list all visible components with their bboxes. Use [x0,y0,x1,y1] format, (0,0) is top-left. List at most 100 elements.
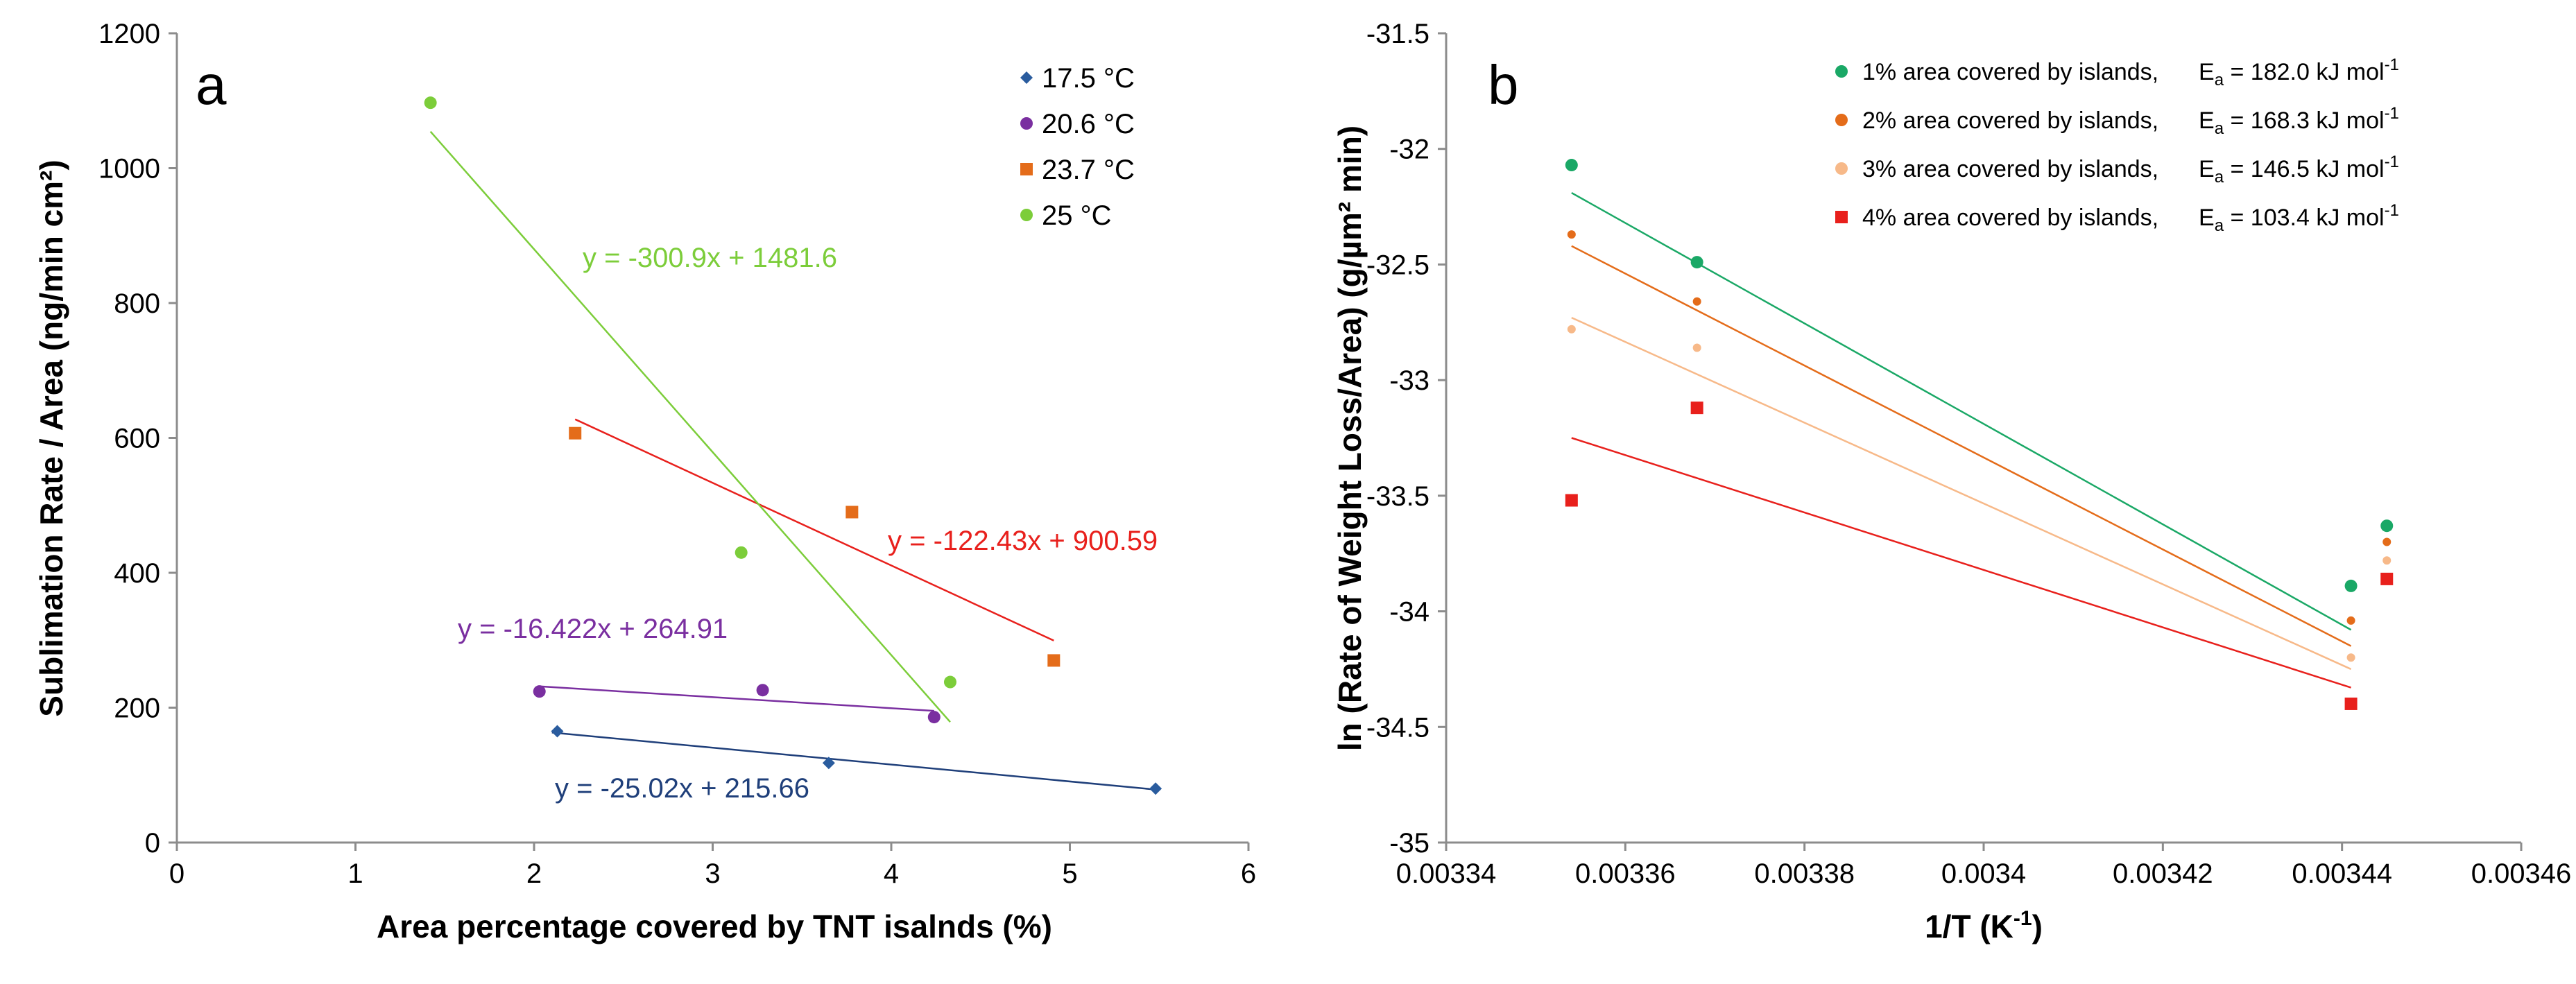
panel-b-point-1-1 [1692,297,1701,306]
panel-b-legend-ea-2: Ea = 146.5 kJ mol-1 [2199,153,2399,187]
panel-b-legend-marker-3 [1835,211,1848,223]
panel-a-y-tick-label: 800 [114,288,160,319]
panel-b-legend-ea-3: Ea = 103.4 kJ mol-1 [2199,201,2399,235]
panel-b-legend-label-1: 2% area covered by islands, [1862,107,2158,134]
panel-a-trendline-3 [429,130,951,723]
panel-a-x-tick-label: 4 [884,858,899,889]
panel-a-point-2-2 [1047,654,1061,667]
panel-b-point-2-2 [2382,556,2392,565]
panel-b-legend-ea-0: Ea = 182.0 kJ mol-1 [2199,55,2399,89]
panel-a-y-tick-label: 0 [145,828,160,858]
panel-b-legend-marker-2 [1835,162,1848,175]
panel-a-legend-marker-1 [1020,117,1033,130]
panel-b-x-tick-label: 0.00334 [1396,858,1497,889]
panel-a-point-1-1 [756,684,769,697]
panel-b-point-0-0 [1565,159,1578,172]
panel-b-y-tick-label: -32.5 [1366,250,1429,280]
panel-a-point-2-1 [845,506,859,519]
panel-b-y-title: ln (Rate of Weight Loss/Area) (g/µm² min… [1332,126,1368,751]
panel-b-trendline-0 [1571,191,2352,631]
panel-a-equation-1: y = -16.422x + 264.91 [458,614,728,644]
panel-b-legend: 1% area covered by islands, Ea = 182.0 kJ… [1835,55,2399,235]
panel-b-point-2-1 [1692,343,1701,352]
panel-b-point-3-3 [2344,697,2358,710]
panel-a-trendline-2 [574,418,1054,641]
panel-b-x-tick-label: 0.00346 [2471,858,2572,889]
panel-b-y-tick-label: -34.5 [1366,712,1429,743]
panel-a-point-2-0 [569,426,582,440]
panel-a-equation-0: y = -25.02x + 215.66 [555,773,809,804]
panel-b-trendline-2 [1571,316,2352,671]
panel-b-point-2-0 [1567,325,1576,334]
panel-b-legend-marker-1 [1835,114,1848,126]
panel-b-y-tick-label: -34 [1389,597,1429,628]
panel-b-x-tick-label: 0.0034 [1941,858,2026,889]
panel-b-point-3-0 [1565,494,1578,507]
panel-a-trendline-0 [551,732,1156,791]
panel-b-trendline-3 [1571,437,2351,689]
panel-b-legend-label-2: 3% area covered by islands, [1862,156,2158,182]
panel-a-x-tick-label: 2 [526,858,542,889]
panel-a-x-title: Area percentage covered by TNT isalnds (… [377,908,1052,944]
panel-a-point-0-1 [822,757,835,770]
panel-b-point-1-0 [1567,230,1576,239]
panel-a-legend-label-0: 17.5 °C [1042,63,1135,94]
panel-b-x-tick-label: 0.00338 [1754,858,1855,889]
panel-b-legend-label-3: 4% area covered by islands, [1862,205,2158,231]
panel-b-x-title: 1/T (K-1) [1925,907,2043,944]
panel-b-legend-marker-0 [1835,65,1848,78]
panel-a-legend-marker-3 [1020,209,1033,221]
panel-b-y-tick-label: -33 [1389,365,1429,396]
panel-a-y-tick-label: 1000 [98,154,160,184]
panel-a-point-3-2 [943,675,956,689]
panel-a-letter: a [196,54,227,116]
panel-b-point-1-2 [2382,537,2392,546]
panel-a-legend-label-1: 20.6 °C [1042,109,1135,139]
panel-a-x-tick-label: 3 [705,858,720,889]
panel-a-x-tick-label: 1 [347,858,363,889]
panel-b-point-0-3 [2344,579,2358,592]
panel-b-point-3-1 [1690,402,1703,415]
panel-a-y-tick-label: 200 [114,693,160,724]
panel-a-point-3-1 [735,546,748,559]
panel-a-x-tick-label: 6 [1241,858,1256,889]
panel-b-trendline-1 [1571,245,2352,647]
panel-b-y-tick-label: -35 [1389,828,1429,858]
panel-a-equation-3: y = -300.9x + 1481.6 [583,243,837,273]
panel-b-legend-ea-1: Ea = 168.3 kJ mol-1 [2199,104,2399,138]
panel-b-y-tick-label: -32 [1389,135,1429,165]
panel-b-y-tick-label: -33.5 [1366,481,1429,512]
panel-b-x-tick-label: 0.00344 [2292,858,2392,889]
panel-a-point-1-0 [533,685,546,698]
panel-a-y-tick-label: 1200 [98,19,160,49]
panel-b-point-3-2 [2380,572,2394,585]
panel-a-trendline-1 [539,685,934,712]
panel-b-x-tick-label: 0.00342 [2113,858,2213,889]
panel-a-x-tick-label: 0 [169,858,184,889]
panel-a-y-title: Sublimation Rate / Area (ng/min cm²) [33,159,69,716]
panel-b: 0.00334 0.00336 0.00338 0.0034 0.00342 0.0034… [1332,19,2571,944]
panel-a-legend-label-2: 23.7 °C [1042,155,1135,185]
panel-a-x-tick-label: 5 [1062,858,1077,889]
panel-b-x-tick-label: 0.00336 [1575,858,1676,889]
panel-a-legend-marker-2 [1020,163,1033,175]
panel-a-point-1-2 [927,711,941,724]
panel-b-y-tick-label: -31.5 [1366,19,1429,49]
panel-a-point-3-0 [424,96,437,110]
panel-a: 0 1 2 3 4 5 6 0 200 400 600 800 1000 1200 a Area per… [33,19,1256,944]
panel-a-point-0-2 [1149,782,1162,795]
panel-a-legend-marker-0 [1020,71,1033,84]
panel-a-legend-label-3: 25 °C [1042,200,1112,231]
panel-b-letter: b [1488,54,1519,116]
panel-a-y-tick-label: 600 [114,424,160,454]
panel-b-point-1-3 [2346,616,2355,625]
panel-a-equation-2: y = -122.43x + 900.59 [888,526,1158,556]
panel-b-legend-label-0: 1% area covered by islands, [1862,59,2158,85]
panel-b-point-0-2 [2380,519,2394,533]
panel-a-y-tick-label: 400 [114,558,160,589]
panel-b-point-0-1 [1690,256,1703,269]
panel-a-legend: 17.5 °C 20.6 °C 23.7 °C 25 °C [1020,63,1135,231]
panel-b-point-2-3 [2346,653,2355,662]
panel-a-point-0-0 [551,725,564,738]
